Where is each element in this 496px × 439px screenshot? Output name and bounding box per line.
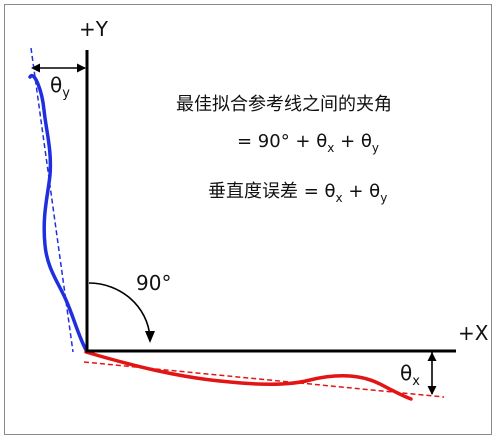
theta-x-label: θx	[400, 361, 420, 389]
annotation-line-2: = 90° + θx + θy	[237, 131, 379, 155]
right-angle-arc	[88, 282, 151, 339]
blue-fit-reference-line	[30, 47, 74, 353]
theta-y-arrowhead-left	[31, 63, 40, 73]
theta-x-arrowhead-bottom	[427, 386, 437, 395]
annotation-line-3: 垂直度误差 = θx + θy	[208, 181, 387, 205]
theta-y-label: θy	[50, 73, 70, 101]
x-axis-label: +X	[458, 321, 489, 345]
right-angle-label: 90°	[136, 271, 171, 295]
red-measured-profile	[84, 350, 413, 401]
theta-y-arrowhead-right	[77, 63, 86, 73]
y-axis-label: +Y	[79, 17, 109, 41]
blue-measured-profile	[28, 73, 88, 352]
annotation-line-1: 最佳拟合参考线之间的夹角	[176, 94, 392, 115]
theta-x-arrowhead-top	[427, 352, 437, 361]
right-angle-arc-arrowhead	[145, 331, 155, 343]
